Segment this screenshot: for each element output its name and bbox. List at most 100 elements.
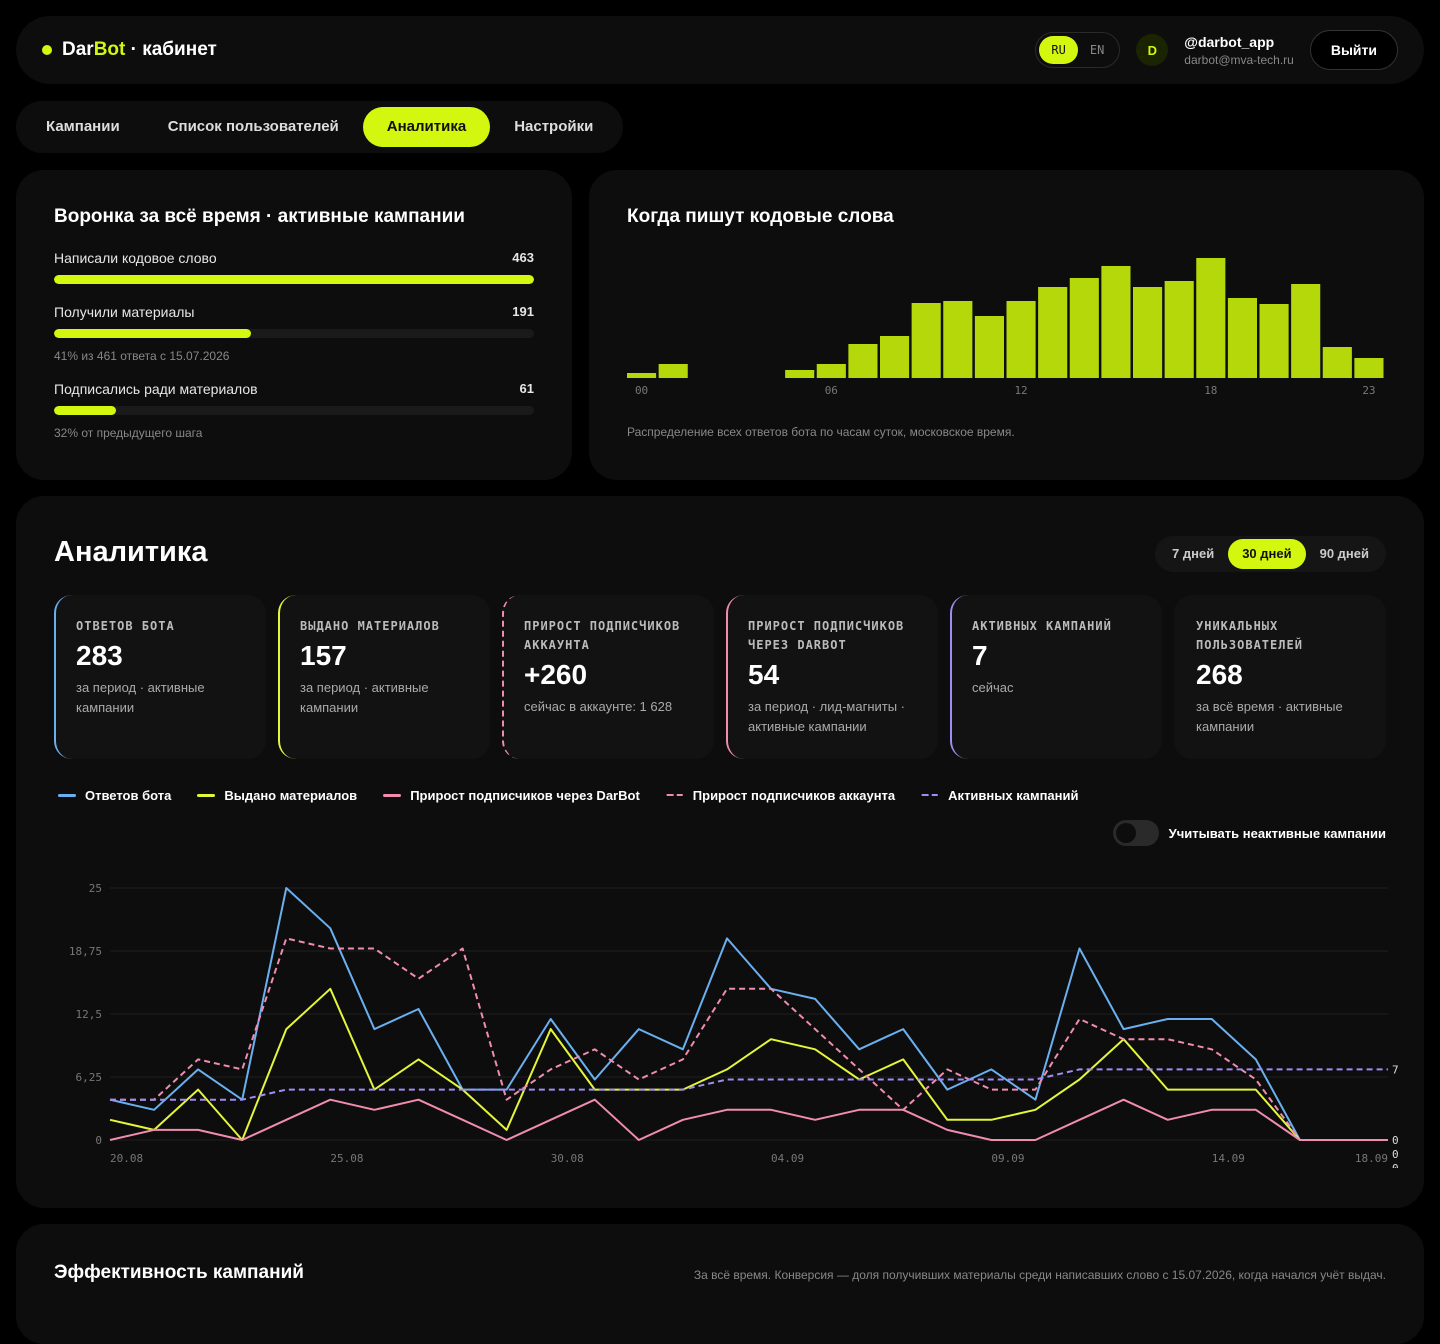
series-end-label: 0 bbox=[1392, 1148, 1399, 1161]
legend-item[interactable]: Прирост подписчиков через DarBot bbox=[383, 788, 640, 803]
avatar: D bbox=[1136, 34, 1169, 66]
kpi-label: Уникальных пользователей bbox=[1196, 619, 1303, 652]
period-7-button[interactable]: 7 дней bbox=[1172, 546, 1215, 561]
legend-swatch bbox=[383, 794, 402, 797]
y-tick-label: 18,75 bbox=[69, 945, 102, 958]
hour-tick-label: 06 bbox=[825, 384, 838, 397]
hour-bar bbox=[974, 316, 1004, 378]
x-tick-label: 20.08 bbox=[110, 1152, 143, 1165]
hour-tick-label: 23 bbox=[1362, 384, 1375, 397]
hour-bar bbox=[880, 336, 910, 378]
inactive-toggle-label: Учитывать неактивные кампании bbox=[1168, 825, 1386, 841]
funnel-bar-fill bbox=[54, 406, 117, 415]
efficiency-note: За всё время. Конверсия — доля получивши… bbox=[693, 1268, 1386, 1282]
app-logo[interactable]: DarBot · кабинет bbox=[42, 39, 217, 61]
y-tick-label: 12,5 bbox=[76, 1008, 103, 1021]
legend-swatch bbox=[665, 794, 684, 797]
user-info: @darbot_app darbot@mva-tech.ru bbox=[1184, 34, 1294, 67]
series-end-label: 7 bbox=[1392, 1063, 1399, 1076]
lang-ru-button[interactable]: RU bbox=[1039, 36, 1078, 64]
hour-bar bbox=[785, 370, 815, 378]
x-tick-label: 18.09 bbox=[1355, 1152, 1388, 1165]
funnel-value: 191 bbox=[512, 304, 534, 319]
inactive-toggle[interactable] bbox=[1112, 820, 1159, 846]
hours-bar-chart: 00 06 12 18 23 bbox=[627, 258, 1384, 397]
series-line bbox=[109, 1098, 1388, 1141]
legend-item[interactable]: Ответов бота bbox=[58, 788, 171, 803]
status-dot-icon bbox=[42, 45, 52, 55]
brand-bot: Bot bbox=[93, 39, 126, 60]
hour-bar bbox=[1006, 301, 1036, 378]
funnel-value: 463 bbox=[512, 250, 534, 265]
x-tick-label: 14.09 bbox=[1212, 1152, 1245, 1165]
kpi-value: 268 bbox=[1196, 659, 1243, 690]
legend-item[interactable]: Прирост подписчиков аккаунта bbox=[665, 788, 896, 803]
user-email: darbot@mva-tech.ru bbox=[1184, 52, 1294, 67]
kpi-value: 54 bbox=[748, 659, 780, 690]
period-30-button[interactable]: 30 дней bbox=[1228, 539, 1306, 569]
hour-bar bbox=[1133, 287, 1163, 378]
legend-swatch bbox=[921, 794, 940, 797]
hour-bar bbox=[1164, 281, 1194, 378]
funnel-row: Получили материалы 191 41% из 461 ответа с… bbox=[54, 304, 534, 363]
legend-swatch bbox=[197, 794, 216, 797]
legend-label: Активных кампаний bbox=[948, 788, 1079, 803]
hours-title: Когда пишут кодовые слова bbox=[627, 206, 894, 227]
tab-settings[interactable]: Настройки bbox=[514, 118, 594, 135]
tab-analytics[interactable]: Аналитика bbox=[362, 107, 491, 147]
funnel-bar bbox=[54, 275, 534, 284]
x-tick-label: 04.09 bbox=[771, 1152, 804, 1165]
kpi-label: Ответов бота bbox=[76, 619, 175, 633]
hour-bar bbox=[816, 364, 846, 378]
username: @darbot_app bbox=[1184, 33, 1275, 50]
hour-bar bbox=[1196, 258, 1226, 378]
hour-bar bbox=[911, 303, 941, 378]
kpi-desc: сейчас в аккаунте: 1 628 bbox=[524, 699, 673, 714]
analytics-card: Аналитика 7 дней 30 дней 90 дней Ответов… bbox=[16, 496, 1424, 1208]
kpi-card: Активных кампаний 7 сейчас bbox=[950, 595, 1162, 759]
legend-item[interactable]: Выдано материалов bbox=[197, 788, 357, 803]
legend-label: Прирост подписчиков через DarBot bbox=[410, 788, 640, 803]
kpi-desc: за период · активные кампании bbox=[76, 680, 205, 715]
legend-label: Ответов бота bbox=[85, 788, 172, 803]
funnel-bar-fill bbox=[54, 275, 534, 284]
kpi-card: Уникальных пользователей 268 за всё время … bbox=[1174, 595, 1386, 759]
tab-users[interactable]: Список пользователей bbox=[167, 118, 339, 135]
legend-label: Прирост подписчиков аккаунта bbox=[692, 788, 896, 803]
inactive-toggle-row: Учитывать неактивные кампании bbox=[1112, 820, 1386, 846]
hour-tick-label: 18 bbox=[1204, 384, 1217, 397]
legend-item[interactable]: Активных кампаний bbox=[921, 788, 1078, 803]
tab-campaigns[interactable]: Кампании bbox=[46, 118, 120, 135]
funnel-note: 32% от предыдущего шага bbox=[54, 426, 203, 440]
hour-bar bbox=[1101, 266, 1131, 378]
kpi-value: +260 bbox=[524, 659, 588, 690]
period-90-button[interactable]: 90 дней bbox=[1319, 546, 1369, 561]
language-switcher: RU EN bbox=[1035, 32, 1121, 68]
series-line bbox=[110, 937, 1388, 1141]
lang-en-button[interactable]: EN bbox=[1089, 43, 1105, 57]
funnel-value: 61 bbox=[519, 381, 534, 396]
funnel-bar-fill bbox=[54, 329, 251, 338]
hours-card: Когда пишут кодовые слова 00 06 12 18 23 Рас… bbox=[589, 170, 1424, 480]
kpi-row: Ответов бота 283 за период · активные камп… bbox=[54, 595, 1386, 759]
hour-bar bbox=[1227, 298, 1257, 378]
efficiency-title: Эффективность кампаний bbox=[54, 1262, 304, 1283]
y-tick-label: 0 bbox=[95, 1134, 102, 1147]
legend-label: Выдано материалов bbox=[224, 788, 358, 803]
funnel-note: 41% из 461 ответа с 15.07.2026 bbox=[54, 349, 230, 363]
hour-tick-label: 00 bbox=[635, 384, 648, 397]
hour-bar bbox=[1322, 347, 1352, 378]
x-tick-label: 25.08 bbox=[330, 1152, 363, 1165]
kpi-card: Выдано материалов 157 за период · активные… bbox=[278, 595, 490, 759]
kpi-card: Прирост подписчиков через DarBot 54 за пер… bbox=[726, 595, 938, 759]
kpi-value: 7 bbox=[972, 640, 988, 671]
series-line bbox=[110, 1068, 1388, 1101]
hour-bar bbox=[943, 301, 973, 378]
kpi-value: 157 bbox=[300, 640, 347, 671]
logout-button[interactable]: Выйти bbox=[1309, 30, 1398, 70]
hour-tick-label: 12 bbox=[1014, 384, 1027, 397]
kpi-label: Активных кампаний bbox=[972, 619, 1112, 633]
funnel-label: Написали кодовое слово bbox=[54, 250, 217, 266]
funnel-title: Воронка за всё время · активные кампании bbox=[54, 206, 465, 227]
y-tick-label: 25 bbox=[89, 882, 102, 895]
